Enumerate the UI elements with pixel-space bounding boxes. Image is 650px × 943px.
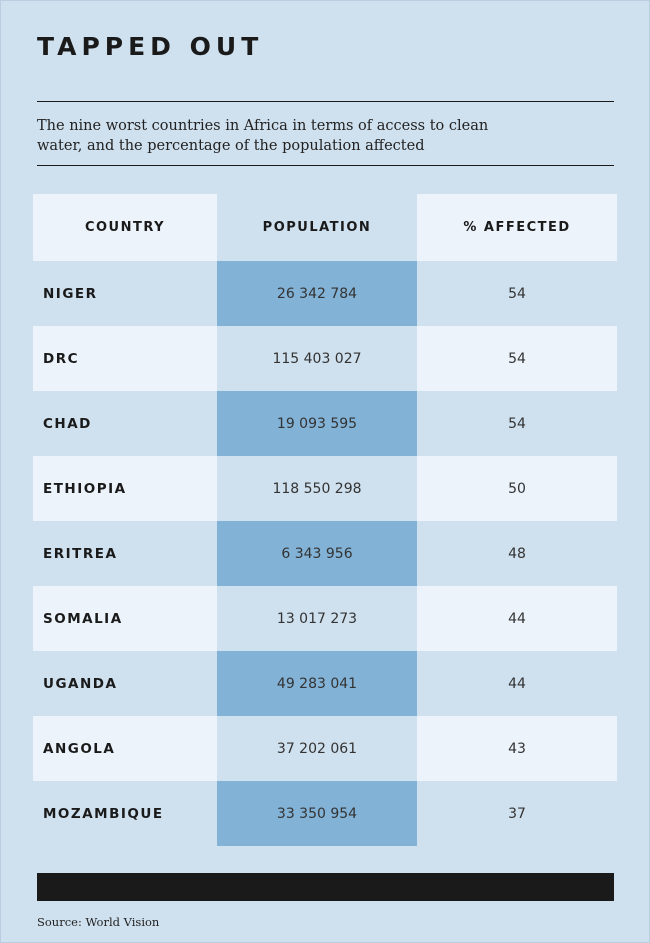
table-row: ETHIOPIA 118 550 298 50 <box>33 456 617 521</box>
population-cell: 19 093 595 <box>217 391 417 456</box>
population-cell: 13 017 273 <box>217 586 417 651</box>
affected-cell: 54 <box>417 391 617 456</box>
affected-cell: 37 <box>417 781 617 846</box>
population-cell: 33 350 954 <box>217 781 417 846</box>
table-row: MOZAMBIQUE 33 350 954 37 <box>33 781 617 846</box>
population-cell: 115 403 027 <box>217 326 417 391</box>
source-note: Source: World Vision <box>37 915 160 929</box>
affected-cell: 54 <box>417 261 617 326</box>
divider-top <box>37 101 614 102</box>
footer-bar <box>37 873 614 901</box>
population-cell: 6 343 956 <box>217 521 417 586</box>
country-cell: UGANDA <box>33 651 217 716</box>
population-cell: 26 342 784 <box>217 261 417 326</box>
affected-cell: 50 <box>417 456 617 521</box>
table-row: ANGOLA 37 202 061 43 <box>33 716 617 781</box>
column-header-affected: % AFFECTED <box>417 194 617 261</box>
country-cell: ETHIOPIA <box>33 456 217 521</box>
country-cell: ANGOLA <box>33 716 217 781</box>
table-row: DRC 115 403 027 54 <box>33 326 617 391</box>
country-cell: SOMALIA <box>33 586 217 651</box>
water-access-table: COUNTRY POPULATION % AFFECTED NIGER 26 3… <box>33 194 617 846</box>
affected-cell: 54 <box>417 326 617 391</box>
table-row: NIGER 26 342 784 54 <box>33 261 617 326</box>
population-cell: 49 283 041 <box>217 651 417 716</box>
affected-cell: 44 <box>417 651 617 716</box>
affected-cell: 48 <box>417 521 617 586</box>
page-title: TAPPED OUT <box>37 32 264 61</box>
table-row: UGANDA 49 283 041 44 <box>33 651 617 716</box>
table-row: SOMALIA 13 017 273 44 <box>33 586 617 651</box>
divider-bottom <box>37 165 614 166</box>
affected-cell: 43 <box>417 716 617 781</box>
table-row: CHAD 19 093 595 54 <box>33 391 617 456</box>
table-row: ERITREA 6 343 956 48 <box>33 521 617 586</box>
table-header-row: COUNTRY POPULATION % AFFECTED <box>33 194 617 261</box>
country-cell: CHAD <box>33 391 217 456</box>
column-header-population: POPULATION <box>217 194 417 261</box>
subtitle: The nine worst countries in Africa in te… <box>37 118 489 154</box>
country-cell: MOZAMBIQUE <box>33 781 217 846</box>
country-cell: NIGER <box>33 261 217 326</box>
column-header-country: COUNTRY <box>33 194 217 261</box>
country-cell: DRC <box>33 326 217 391</box>
country-cell: ERITREA <box>33 521 217 586</box>
population-cell: 37 202 061 <box>217 716 417 781</box>
population-cell: 118 550 298 <box>217 456 417 521</box>
affected-cell: 44 <box>417 586 617 651</box>
